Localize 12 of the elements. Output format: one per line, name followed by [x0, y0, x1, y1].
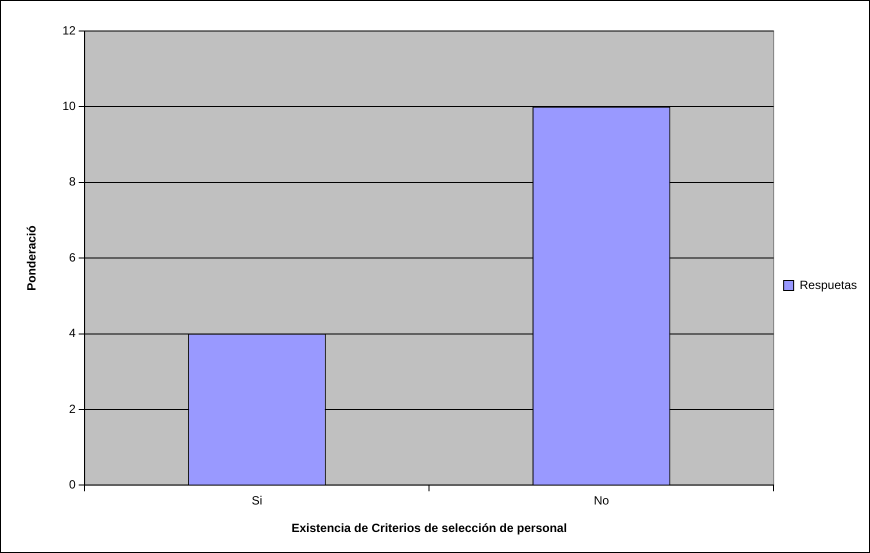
x-tick-label: Si [252, 494, 262, 508]
y-tick-label: 2 [69, 402, 76, 416]
y-tick-label: 12 [62, 23, 76, 38]
y-tick-label: 8 [69, 174, 76, 189]
y-tick-label: 10 [62, 99, 76, 114]
x-axis-title: Existencia de Criterios de selección de personal [291, 521, 567, 536]
y-tick-label: 4 [69, 326, 76, 340]
y-tick-label: 6 [69, 250, 76, 264]
y-axis-title: Ponderació [24, 225, 39, 291]
y-tick-label: 0 [69, 478, 76, 492]
legend-label: Respuetas [800, 278, 858, 292]
x-tick-label: No [594, 494, 610, 508]
